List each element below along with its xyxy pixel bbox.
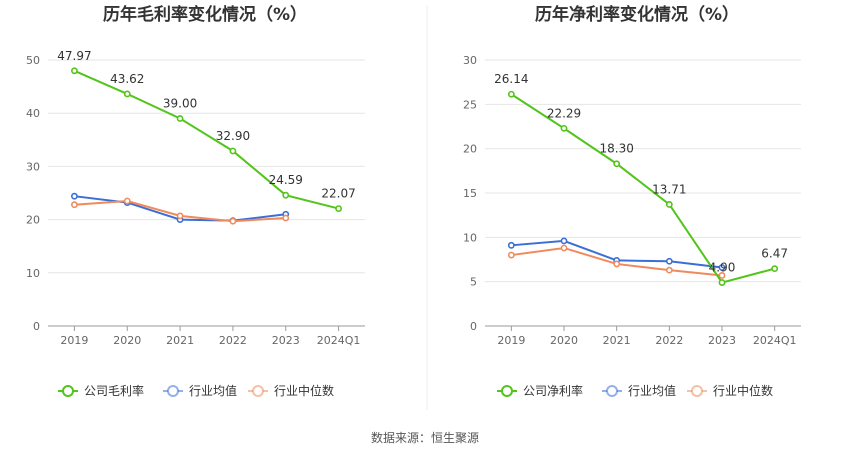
legend-marker (691, 385, 703, 397)
x-tick-label: 2019 (60, 334, 88, 347)
data-point (282, 214, 290, 222)
data-label: 4.90 (709, 261, 736, 275)
data-point (665, 257, 673, 265)
legend-label: 公司净利率 (523, 383, 583, 398)
chart-panel-1: 历年毛利率变化情况（%） 0 10 20 30 40 50 2019 2020 2021 2022 2… (26, 4, 365, 398)
x-tick-label: 2020 (550, 334, 578, 347)
y-tick-label: 5 (470, 276, 477, 289)
y-tick-label: 15 (463, 187, 477, 200)
chart-title: 历年毛利率变化情况（%） (103, 4, 307, 25)
y-tick-label: 20 (26, 214, 40, 227)
chart-panel-2: 历年净利率变化情况（%） 0 5 10 15 20 25 30 2019 2020 2021 2022… (463, 4, 801, 398)
x-tick-label: 2024Q1 (753, 334, 797, 347)
legend-label: 公司毛利率 (84, 383, 144, 398)
data-point (229, 217, 237, 225)
data-point (282, 191, 290, 199)
y-tick-label: 40 (26, 107, 40, 120)
legend-item[interactable]: 公司毛利率 (58, 383, 144, 398)
legend-item[interactable]: 行业均值 (163, 383, 237, 398)
x-tick-label: 2020 (113, 334, 141, 347)
y-tick-label: 20 (463, 143, 477, 156)
data-label: 6.47 (761, 247, 788, 261)
data-point (123, 197, 131, 205)
series-line (74, 69, 339, 210)
data-point (176, 212, 184, 220)
data-point (71, 192, 78, 200)
data-label: 47.97 (57, 49, 91, 63)
chart-title: 历年净利率变化情况（%） (535, 4, 739, 25)
x-tick-label: 2023 (272, 334, 300, 347)
source-footer: 数据来源：恒生聚源 (371, 430, 479, 445)
data-point (507, 90, 515, 98)
legend-item[interactable]: 公司净利率 (497, 383, 583, 398)
data-point (665, 266, 673, 274)
data-label: 39.00 (163, 97, 197, 111)
y-tick-label: 0 (470, 320, 477, 333)
data-point (771, 265, 779, 273)
data-point (560, 124, 568, 132)
legend-marker (167, 385, 179, 397)
data-point (71, 67, 78, 75)
data-label: 22.07 (321, 187, 355, 201)
data-point (176, 115, 184, 122)
legend-marker (501, 385, 513, 397)
legend-label: 行业中位数 (713, 383, 773, 398)
y-tick-label: 50 (26, 54, 40, 67)
y-tick-label: 30 (26, 160, 40, 173)
data-point (718, 264, 726, 271)
data-label: 22.29 (547, 106, 581, 120)
x-tick-label: 2019 (497, 334, 525, 347)
legend-item[interactable]: 行业均值 (602, 383, 676, 398)
y-tick-label: 10 (463, 231, 477, 244)
legend-label: 行业均值 (189, 383, 237, 398)
x-tick-label: 2021 (166, 334, 194, 347)
data-point (507, 251, 515, 259)
data-label: 24.59 (269, 173, 303, 187)
series-line (510, 93, 775, 284)
data-point (718, 279, 726, 286)
x-tick-label: 2022 (219, 334, 247, 347)
data-point (123, 90, 131, 98)
data-label: 43.62 (110, 72, 144, 86)
data-point (613, 160, 621, 168)
y-tick-label: 30 (463, 54, 477, 67)
data-point (71, 201, 78, 209)
data-point (718, 272, 726, 279)
legend-label: 行业均值 (628, 383, 676, 398)
data-label: 32.90 (216, 129, 250, 143)
data-label: 13.71 (652, 182, 686, 196)
legend-marker (252, 385, 264, 397)
y-tick-label: 25 (463, 98, 477, 111)
y-tick-label: 0 (33, 320, 40, 333)
data-point (665, 201, 673, 208)
legend-label: 行业中位数 (274, 383, 334, 398)
x-tick-label: 2024Q1 (317, 334, 361, 347)
data-point (560, 237, 568, 245)
legend-marker (62, 385, 74, 397)
legend-marker (606, 385, 618, 397)
data-label: 18.30 (599, 142, 633, 156)
legend-item[interactable]: 行业中位数 (248, 383, 334, 398)
data-point (229, 147, 237, 155)
y-tick-label: 10 (26, 267, 40, 280)
data-point (335, 205, 342, 212)
data-label: 26.14 (494, 72, 528, 86)
data-point (560, 244, 568, 252)
x-tick-label: 2023 (708, 334, 736, 347)
x-tick-label: 2021 (603, 334, 631, 347)
x-tick-label: 2022 (655, 334, 683, 347)
data-point (507, 241, 515, 249)
legend-item[interactable]: 行业中位数 (687, 383, 773, 398)
data-point (613, 260, 621, 268)
